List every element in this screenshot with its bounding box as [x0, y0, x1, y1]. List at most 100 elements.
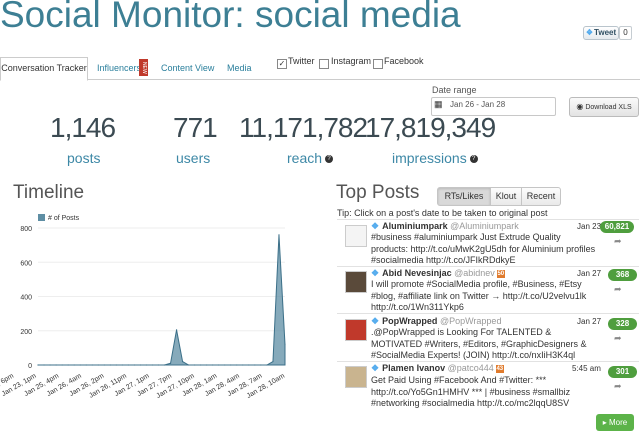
list-item	[337, 219, 639, 266]
data-point	[194, 364, 196, 366]
more-label: More	[609, 418, 628, 427]
tab-influencers[interactable]: Influencers	[97, 63, 142, 73]
data-point	[115, 364, 117, 366]
data-point	[218, 364, 220, 366]
data-point	[157, 364, 160, 366]
share-icon[interactable]: ➦	[614, 236, 622, 246]
data-point	[91, 364, 93, 366]
data-point	[181, 360, 184, 363]
post-text: Get Paid Using #Facebook And #Twitter: *…	[371, 375, 571, 408]
share-icon[interactable]: ➦	[614, 284, 622, 294]
date-range-label: Date range	[432, 85, 477, 95]
data-point	[212, 364, 214, 366]
post-date[interactable]: 5:45 am	[572, 364, 601, 373]
post-author: ❖ Plamen Ivanov @patco444 43	[371, 363, 504, 374]
tab-media[interactable]: Media	[227, 63, 252, 73]
y-tick-label: 400	[20, 295, 32, 302]
data-point	[266, 364, 268, 366]
impressions-label-wrap: impressions?	[392, 150, 478, 166]
y-tick-label: 200	[20, 329, 32, 336]
avatar	[345, 319, 367, 341]
post-date[interactable]: Jan 23	[577, 222, 602, 231]
data-point	[145, 364, 148, 366]
post-author-handle: @abidnev	[454, 268, 495, 278]
more-icon: ▸	[602, 418, 609, 427]
download-icon: ◉	[576, 102, 584, 111]
impressions-count: 17,819,349	[365, 112, 496, 143]
filter-klout[interactable]: Klout	[490, 187, 522, 206]
tweet-button-label: Tweet	[594, 28, 617, 37]
data-point	[254, 364, 256, 366]
data-point	[85, 364, 87, 366]
rt-count-badge: 60,821	[600, 221, 634, 233]
data-point	[55, 364, 57, 366]
data-point	[248, 364, 250, 366]
avatar	[345, 225, 367, 247]
impressions-label: impressions	[392, 150, 467, 166]
post-text: I will promote #SocialMedia profile, #Bu…	[371, 279, 587, 312]
instagram-checkbox[interactable]	[319, 59, 329, 69]
reach-label: reach	[287, 150, 323, 166]
twitter-checkbox[interactable]: ✓	[277, 59, 287, 69]
more-button[interactable]: ▸ More	[596, 414, 634, 431]
twitter-bird-icon: ❖	[371, 221, 380, 231]
filter-rts-likes[interactable]: RTs/Likes	[437, 187, 491, 206]
data-point	[67, 364, 69, 366]
data-point	[73, 364, 75, 366]
post-text: .@PopWrapped is Looking For TALENTED & M…	[371, 327, 587, 360]
posts-count: 1,146	[50, 112, 116, 143]
post-date[interactable]: Jan 27	[577, 269, 602, 278]
data-point	[121, 364, 123, 366]
post-date[interactable]: Jan 27	[577, 317, 602, 326]
instagram-checkbox-label: Instagram	[331, 56, 372, 66]
filter-recent[interactable]: Recent	[521, 187, 561, 206]
post-author-handle: @patco444	[447, 363, 494, 373]
y-tick-label: 600	[20, 260, 32, 267]
data-point	[133, 364, 135, 366]
help-icon[interactable]: ?	[469, 155, 478, 164]
date-range-value: Jan 26 - Jan 28	[450, 100, 506, 109]
top-posts-tip: Tip: Click on a post's date to be taken …	[337, 208, 548, 218]
download-xls-button[interactable]: ◉ Download XLS	[569, 97, 639, 117]
data-point	[242, 364, 244, 366]
data-point	[109, 364, 111, 366]
timeline-title: Timeline	[13, 182, 85, 203]
tweet-button[interactable]: ❖Tweet	[583, 26, 619, 40]
list-item	[337, 313, 639, 361]
klout-badge: 43	[495, 364, 504, 373]
y-tick-label: 0	[28, 363, 32, 370]
twitter-bird-icon: ❖	[371, 268, 380, 278]
share-icon[interactable]: ➦	[614, 381, 622, 391]
rt-count-badge: 328	[608, 318, 637, 330]
tweet-count: 0	[619, 26, 632, 40]
page-title: Social Monitor: social media	[0, 0, 461, 35]
data-point	[200, 364, 202, 366]
data-point	[272, 360, 274, 363]
post-author-name: Aluminiumpark	[382, 221, 448, 231]
data-point	[206, 364, 208, 366]
data-point	[151, 364, 154, 366]
facebook-checkbox[interactable]	[373, 59, 383, 69]
data-point	[260, 364, 262, 366]
data-point	[103, 364, 105, 366]
tab-content-view[interactable]: Content View	[161, 63, 215, 73]
post-author-handle: @Aluminiumpark	[450, 221, 519, 231]
calendar-icon[interactable]: ▦	[434, 99, 443, 109]
data-point	[284, 343, 286, 346]
tab-conversation-tracker[interactable]: Conversation Tracker	[0, 57, 88, 81]
data-point	[97, 364, 99, 366]
data-point	[175, 329, 178, 331]
date-range-input[interactable]	[431, 97, 556, 116]
download-label: Download XLS	[585, 104, 632, 111]
rt-count-badge: 368	[608, 269, 637, 281]
avatar	[345, 366, 367, 388]
twitter-checkbox-label: Twitter	[288, 56, 315, 66]
tab-bar-divider	[0, 79, 640, 80]
post-author-handle: @PopWrapped	[439, 316, 502, 326]
users-count: 771	[173, 112, 218, 143]
data-point	[127, 364, 129, 366]
share-icon[interactable]: ➦	[614, 333, 622, 343]
help-icon[interactable]: ?	[325, 155, 334, 164]
y-tick-label: 800	[20, 226, 32, 233]
data-point	[139, 364, 142, 366]
